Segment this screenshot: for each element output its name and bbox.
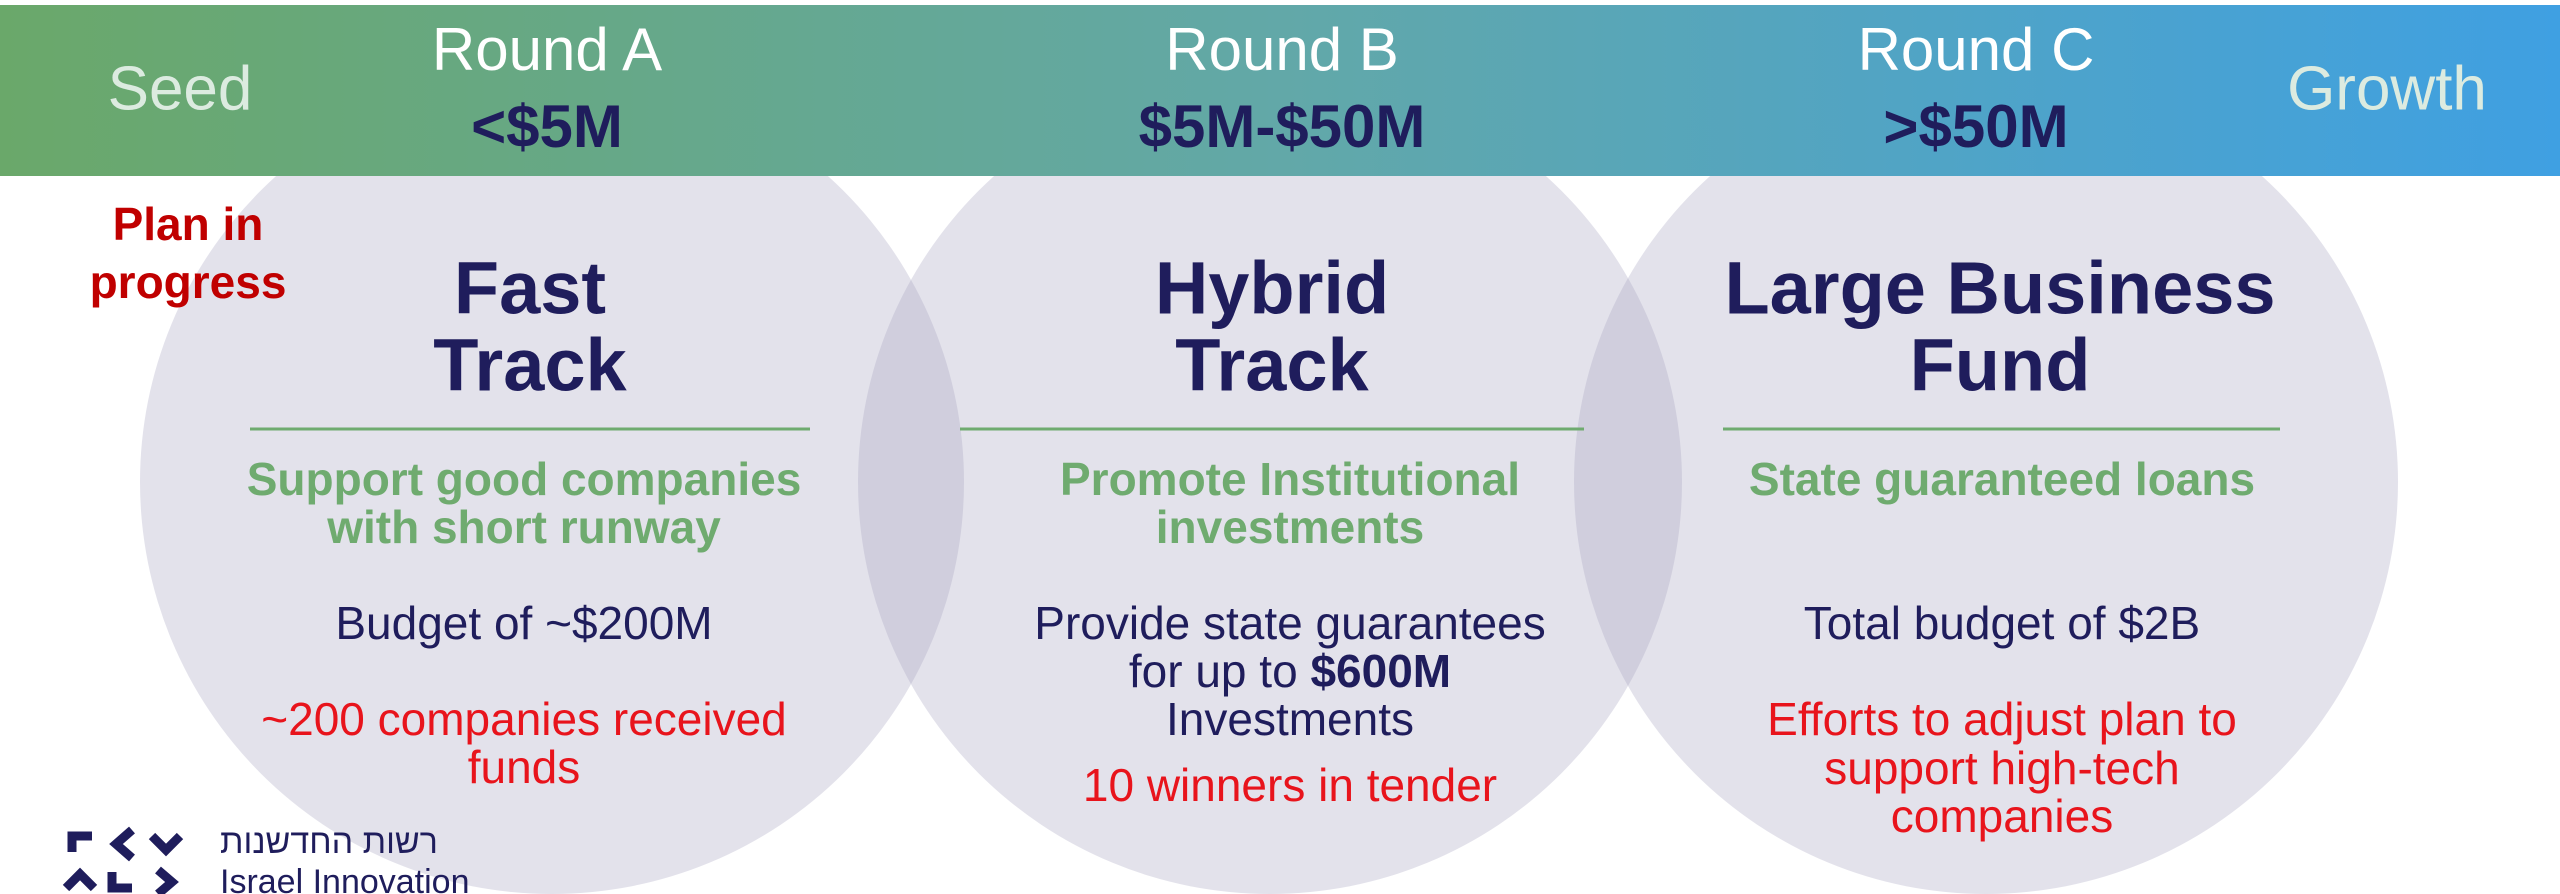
column-subtitle: with short runway [326, 501, 721, 553]
column-detail: Provide state guarantees [1034, 597, 1545, 649]
column-outcome: Efforts to adjust plan to [1767, 693, 2237, 745]
round-name: Round C [1858, 16, 2095, 83]
round-name: Round A [432, 16, 662, 83]
column-subtitle: investments [1156, 501, 1424, 553]
column-title: Large Business [1724, 247, 2275, 330]
column-outcome: support high-tech [1824, 742, 2179, 794]
logo-glyph [148, 832, 184, 857]
status-note: Plan in [113, 198, 264, 250]
logo [62, 826, 184, 894]
column-subtitle: Promote Institutional [1060, 453, 1520, 505]
logo-hebrew: רשות החדשנות [220, 823, 438, 861]
column-title: Fast [454, 247, 606, 330]
logo-glyph [67, 831, 92, 852]
column-detail: Budget of ~$200M [335, 597, 712, 649]
column-subtitle: State guaranteed loans [1749, 453, 2255, 505]
column-title: Fund [1910, 324, 2091, 407]
column-detail: Total budget of $2B [1804, 597, 2200, 649]
column-outcome: companies [1891, 790, 2113, 842]
round-range: $5M-$50M [1139, 93, 1426, 160]
column-outcome: funds [468, 741, 581, 793]
logo-english: Israel Innovation [220, 863, 470, 894]
logo-glyph [109, 826, 135, 862]
round-range: <$5M [471, 93, 623, 160]
logo-glyph [62, 867, 98, 892]
stage-label: Growth [2287, 54, 2487, 123]
circles [140, 70, 2398, 894]
column-title: Track [433, 324, 627, 407]
circle [858, 70, 1682, 894]
column-title: Hybrid [1155, 247, 1389, 330]
round-range: >$50M [1883, 93, 2068, 160]
column-detail: for up to $600M [1129, 645, 1451, 697]
logo-glyph [155, 866, 179, 894]
detail-emphasis: $600M [1310, 645, 1451, 697]
column-outcome: 10 winners in tender [1083, 759, 1497, 811]
detail-part: for up to [1129, 645, 1311, 697]
status-note: progress [90, 256, 287, 308]
column-detail: Investments [1166, 693, 1414, 745]
column-title: Track [1175, 324, 1369, 407]
stage-band [0, 5, 2560, 176]
circle [140, 70, 964, 894]
circle [1574, 70, 2398, 894]
column-outcome: ~200 companies received [261, 693, 787, 745]
column-subtitle: Support good companies [247, 453, 802, 505]
stage-label: Seed [108, 54, 253, 123]
round-name: Round B [1165, 16, 1399, 83]
logo-glyph [107, 872, 132, 893]
